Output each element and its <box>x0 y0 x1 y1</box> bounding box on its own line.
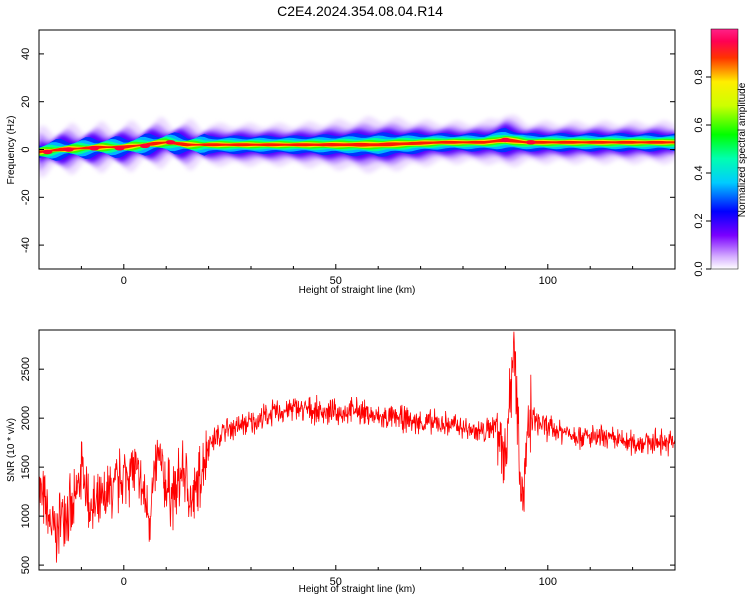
snr-y-tick-label: 2500 <box>20 357 32 381</box>
snr-y-tick-label: 1500 <box>20 455 32 479</box>
spectrogram-peak <box>89 146 100 151</box>
spectrogram-y-tick-label: 20 <box>20 96 32 108</box>
snr-y-tick-label: 2000 <box>20 406 32 430</box>
spectrogram-peak <box>165 140 176 145</box>
spectrogram-x-tick-label: 50 <box>330 275 342 287</box>
spectrogram-layers <box>39 114 675 178</box>
snr-panel: 0 50 100 500 1000 1500 2000 2500 Height of stra… <box>6 329 676 595</box>
colorbar-label: Normalized spectral amplitude <box>737 82 748 217</box>
colorbar-gradient <box>710 28 739 270</box>
spectrogram-y-label: Frequency (Hz) <box>6 116 17 185</box>
spectrogram-peak <box>140 143 150 149</box>
spectrogram-y-tick-label: -20 <box>20 189 32 205</box>
colorbar: 0.0 0.2 0.4 0.6 0.8 Normalized spectral ampl… <box>693 28 748 277</box>
spectrogram-peak <box>63 147 74 152</box>
snr-background <box>39 330 675 570</box>
spectrogram-y-tick-label: -40 <box>20 237 32 253</box>
spectrogram-peak <box>500 137 511 143</box>
spectrogram-peak <box>114 146 125 151</box>
spectrogram-x-tick-label: 100 <box>539 275 557 287</box>
snr-x-label: Height of straight line (km) <box>299 584 416 595</box>
colorbar-tick-label: 0.2 <box>693 213 705 228</box>
snr-x-tick-label: 100 <box>539 576 557 588</box>
snr-x-tick-label: 0 <box>121 576 127 588</box>
spectrogram-x-label: Height of straight line (km) <box>299 285 416 296</box>
chart-title: C2E4.2024.354.08.04.R14 <box>277 3 443 19</box>
spectrogram-band <box>39 138 675 154</box>
snr-frame <box>38 329 676 571</box>
colorbar-tick-label: 0.0 <box>693 261 705 276</box>
snr-series-line <box>39 331 675 563</box>
snr-ticks: 0 50 100 500 1000 1500 2000 2500 <box>20 357 676 588</box>
colorbar-tick-label: 0.4 <box>693 165 705 180</box>
colorbar-tick-label: 0.8 <box>693 69 705 84</box>
spectrogram-y-tick-label: 0 <box>20 146 32 152</box>
colorbar-ticks: 0.0 0.2 0.4 0.6 0.8 <box>693 69 711 277</box>
snr-y-label: SNR (10 * v/v) <box>6 418 17 482</box>
snr-y-tick-label: 1000 <box>20 504 32 528</box>
spectrogram-panel: 0 50 100 -40 -20 0 20 40 Height of straight lin… <box>6 29 676 296</box>
snr-y-tick-label: 500 <box>20 556 32 574</box>
spectrogram-y-tick-label: 40 <box>20 48 32 60</box>
spectrogram-ticks: 0 50 100 -40 -20 0 20 40 <box>20 48 676 287</box>
snr-x-tick-label: 50 <box>330 576 342 588</box>
spectrogram-x-tick-label: 0 <box>121 275 127 287</box>
colorbar-tick-label: 0.6 <box>693 117 705 132</box>
spectrogram-peak <box>42 149 53 155</box>
spectrogram-peak <box>525 140 536 145</box>
